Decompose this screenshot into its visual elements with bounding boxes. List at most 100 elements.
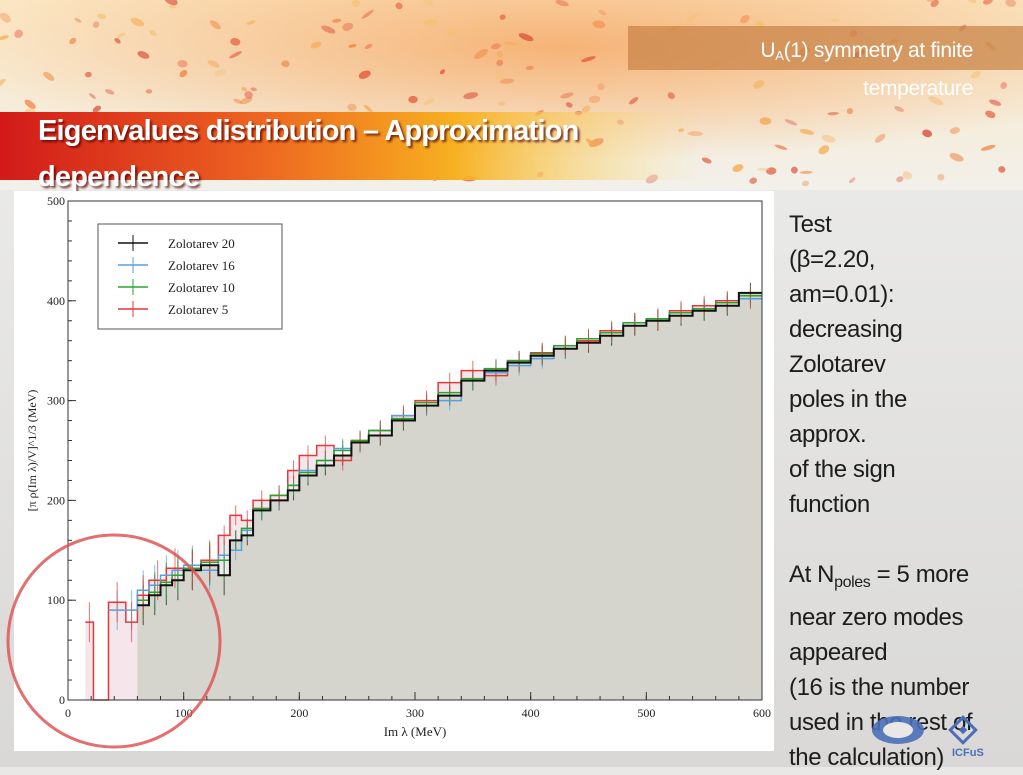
x-tick-label: 600 [753, 706, 771, 720]
background-dot [496, 59, 504, 67]
background-dot [43, 71, 55, 81]
x-tick-label: 0 [65, 706, 71, 720]
background-dot [928, 96, 944, 106]
background-dot [902, 171, 913, 180]
background-dot [241, 87, 248, 92]
background-dot [250, 87, 257, 92]
description-lines: Test (β=2.20, am=0.01): decreasing Zolotarev… [789, 207, 1019, 522]
series-line-zolotarev-10 [137, 295, 762, 601]
description-text: Test (β=2.20, am=0.01): decreasing Zolotarev… [789, 207, 1019, 775]
background-dot [980, 144, 996, 151]
background-dot [179, 69, 188, 78]
background-dot [896, 176, 904, 183]
background-dot [926, 0, 939, 3]
background-dot [69, 37, 77, 45]
background-dot [801, 180, 810, 187]
background-dot [213, 69, 227, 77]
legend-label: Zolotarev 16 [168, 258, 235, 273]
background-dot [137, 51, 150, 59]
background-dot [169, 5, 176, 9]
background-dot [874, 133, 886, 143]
chart-legend: Zolotarev 20 Zolotarev 16 Zolotarev 10 Zolo… [97, 223, 283, 330]
background-dot [149, 30, 157, 36]
text-line: Zolotarev [789, 351, 886, 378]
x-axis-label: Im λ (MeV) [384, 724, 447, 739]
text-line: function [789, 491, 870, 518]
text-line: near zero modes [789, 604, 964, 631]
background-dot [581, 56, 596, 63]
background-dot [970, 70, 981, 79]
y-tick-label: 200 [47, 493, 65, 507]
background-dot [395, 2, 403, 10]
background-dot [989, 99, 1002, 106]
background-dot [364, 43, 373, 49]
section-header-box [628, 26, 1023, 70]
background-dot [701, 157, 712, 164]
background-dot [496, 51, 504, 58]
background-dot [827, 111, 839, 116]
background-dot [74, 17, 82, 23]
background-dot [332, 18, 342, 23]
x-tick-label: 200 [290, 706, 308, 720]
background-dot [24, 99, 36, 109]
slide-title: Eigenvalues distribution – Approximation… [38, 115, 579, 193]
background-dot [790, 166, 798, 174]
background-dot [732, 164, 744, 173]
series-line-zolotarev-20 [137, 291, 762, 607]
background-dot [114, 37, 121, 44]
background-dot [177, 59, 188, 68]
text-line: appeared [789, 639, 888, 666]
background-dot [423, 19, 439, 26]
background-dot [922, 129, 932, 138]
background-dot [949, 127, 960, 135]
background-dot [321, 25, 336, 34]
background-dot [207, 60, 220, 68]
background-dot [937, 173, 945, 181]
background-dot [164, 0, 178, 6]
background-dot [463, 92, 479, 100]
background-dot [0, 78, 6, 88]
background-dot [592, 20, 606, 29]
background-dot [588, 95, 601, 104]
background-dot [799, 170, 813, 174]
background-dot [560, 92, 574, 99]
background-dot [597, 83, 605, 91]
background-dot [347, 103, 357, 112]
background-dot [439, 69, 446, 75]
y-tick-label: 0 [59, 693, 65, 707]
x-tick-label: 400 [522, 706, 540, 720]
text-line: Test [789, 211, 832, 238]
npoles-line: At Npoles = 5 more [789, 561, 969, 591]
y-tick-label: 300 [47, 394, 65, 408]
background-dot [555, 0, 569, 7]
background-dot [246, 20, 256, 25]
y-axis-label: [π ρ(Im λ)/V]^1/3 (MeV) [25, 390, 39, 512]
background-dot [598, 9, 607, 16]
background-dot [930, 0, 939, 8]
background-dot [92, 105, 102, 113]
background-dot [14, 29, 23, 39]
background-dot [97, 13, 107, 20]
y-tick-label: 100 [47, 593, 65, 607]
background-dot [423, 98, 435, 106]
background-dot [491, 43, 501, 50]
y-tick-label: 500 [47, 194, 65, 208]
background-dot [499, 14, 506, 20]
text-line: approx. [789, 421, 867, 448]
x-tick-label: 300 [406, 706, 424, 720]
background-dot [84, 71, 92, 78]
background-dot [983, 0, 993, 5]
legend-label: Zolotarev 5 [168, 302, 228, 317]
background-dot [565, 102, 573, 108]
background-dot [784, 119, 798, 126]
background-dot [1000, 82, 1007, 89]
background-dot [753, 79, 764, 89]
background-dot [145, 89, 153, 94]
background-dot [503, 41, 517, 46]
background-dot [766, 167, 777, 175]
background-dot [740, 14, 750, 24]
background-dot [821, 135, 836, 143]
background-dot [774, 144, 788, 150]
text-line: (16 is the number [789, 674, 969, 701]
background-dot [0, 35, 9, 41]
